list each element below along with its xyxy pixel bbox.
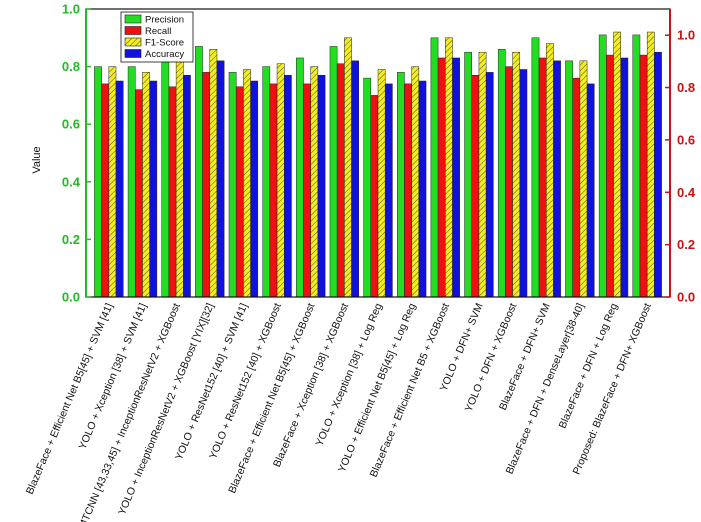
bar-recall-2 — [135, 89, 143, 298]
bar-accuracy-11 — [452, 57, 460, 298]
right-tick-label: 0.2 — [677, 237, 695, 252]
bar-recall-3 — [168, 86, 177, 298]
legend-swatch-precision — [124, 14, 142, 24]
left-tick-label: 0.4 — [62, 174, 81, 189]
bar-precision-2 — [127, 66, 136, 298]
bar-f1-score-7 — [310, 66, 319, 298]
right-tick-label: 0.8 — [677, 80, 695, 95]
bar-recall-10 — [404, 83, 412, 298]
bar-recall-13 — [505, 66, 513, 298]
legend-swatch-f1-score — [124, 37, 142, 47]
bar-recall-1 — [101, 83, 110, 298]
bar-f1-score-1 — [108, 66, 117, 298]
bar-accuracy-9 — [384, 83, 393, 298]
left-tick-label: 0.2 — [62, 232, 80, 247]
bar-precision-1 — [94, 66, 102, 298]
bar-f1-score-5 — [243, 69, 251, 298]
bar-f1-score-17 — [646, 31, 655, 298]
bar-f1-score-16 — [613, 31, 621, 298]
bar-accuracy-16 — [620, 57, 629, 298]
bar-recall-5 — [235, 86, 244, 298]
legend-label: Accuracy — [145, 49, 184, 60]
bar-f1-score-9 — [377, 69, 386, 298]
bar-precision-10 — [397, 72, 405, 298]
category-label: YOLO + Xception [38] + Log Reg — [314, 301, 385, 448]
bar-accuracy-12 — [485, 72, 494, 298]
left-tick-label: 1.0 — [62, 2, 80, 17]
legend-swatch-recall — [124, 26, 142, 35]
bar-recall-15 — [572, 77, 581, 298]
bar-f1-score-11 — [445, 37, 453, 298]
right-tick-label: 0.6 — [677, 132, 695, 147]
bar-f1-score-12 — [478, 51, 487, 298]
bar-precision-17 — [632, 34, 641, 298]
category-label: YOLO + Xception [38] + SVM [41] — [77, 301, 150, 451]
category-labels: BlazeFace + Efficient Net B5[45] + SVM [… — [24, 301, 654, 522]
left-tick-label: 0.6 — [62, 117, 80, 132]
right-tick-label: 0.0 — [677, 290, 695, 305]
bar-recall-8 — [336, 63, 345, 298]
bar-precision-14 — [531, 37, 540, 298]
bar-recall-14 — [538, 57, 547, 298]
bar-precision-12 — [464, 51, 472, 298]
bar-accuracy-5 — [250, 80, 259, 298]
left-tick-label: 0.8 — [62, 59, 80, 74]
bar-accuracy-7 — [317, 74, 326, 298]
bar-recall-9 — [370, 95, 379, 298]
bar-accuracy-8 — [351, 60, 359, 298]
legend-label: Precision — [145, 15, 184, 26]
left-tick-label: 0.0 — [62, 290, 80, 305]
right-axis-ticks: 0.0 0.2 0.4 0.6 0.8 1.0 — [665, 28, 696, 305]
bar-recall-12 — [471, 74, 480, 298]
bar-f1-score-15 — [579, 60, 588, 298]
legend-swatch-accuracy — [124, 49, 142, 58]
bar-f1-score-2 — [142, 72, 150, 298]
bar-precision-13 — [497, 49, 506, 298]
bar-accuracy-1 — [115, 80, 124, 298]
left-axis-ticks: 0.0 0.2 0.4 0.6 0.8 1.0 — [62, 2, 91, 305]
bar-recall-17 — [639, 54, 648, 298]
bar-f1-score-4 — [209, 49, 218, 298]
bar-precision-16 — [598, 34, 607, 298]
right-tick-label: 0.4 — [677, 185, 696, 200]
bar-accuracy-15 — [586, 83, 595, 298]
y-axis-title: Value — [31, 146, 43, 173]
bar-recall-7 — [303, 83, 311, 298]
bar-precision-3 — [161, 57, 170, 298]
bar-f1-score-13 — [512, 51, 521, 298]
bar-precision-7 — [296, 57, 304, 298]
bar-precision-4 — [195, 46, 203, 298]
bar-accuracy-13 — [519, 69, 528, 298]
bar-accuracy-14 — [553, 60, 561, 298]
bar-accuracy-10 — [418, 80, 427, 298]
bar-recall-6 — [269, 83, 278, 298]
bar-accuracy-2 — [149, 80, 158, 298]
category-label: BlazeFace + DFN + Log Reg — [557, 301, 621, 430]
bar-f1-score-3 — [175, 60, 184, 298]
bar-recall-11 — [437, 57, 446, 298]
bar-f1-score-10 — [411, 66, 420, 298]
legend-label: Recall — [145, 26, 171, 37]
bar-accuracy-4 — [216, 60, 225, 298]
bar-accuracy-6 — [284, 74, 292, 298]
right-tick-label: 1.0 — [677, 28, 695, 43]
bar-precision-11 — [430, 37, 439, 298]
bar-recall-4 — [202, 72, 211, 298]
legend-label: F1-Score — [145, 38, 184, 49]
bar-precision-6 — [262, 66, 271, 298]
bar-precision-5 — [228, 72, 237, 298]
bar-recall-16 — [606, 54, 614, 298]
bar-f1-score-14 — [545, 43, 554, 298]
bar-f1-score-8 — [344, 37, 352, 298]
bar-precision-8 — [329, 46, 338, 298]
bar-accuracy-17 — [654, 51, 662, 298]
bar-precision-9 — [363, 77, 372, 298]
bars-layer — [94, 31, 662, 298]
bar-accuracy-3 — [183, 74, 191, 298]
bar-precision-15 — [565, 60, 573, 298]
bar-f1-score-6 — [276, 63, 285, 298]
